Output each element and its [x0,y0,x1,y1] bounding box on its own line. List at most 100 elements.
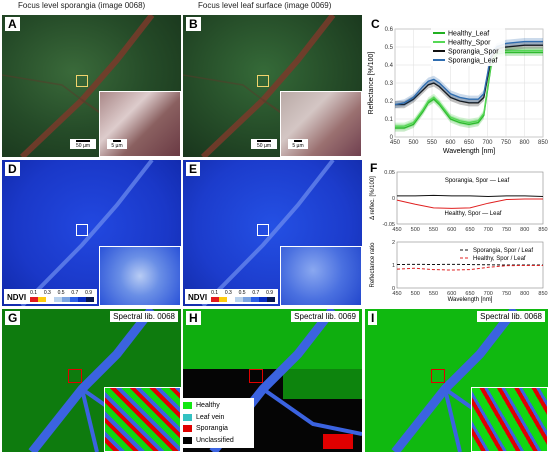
ndvi-color-ramp [30,297,95,302]
y-axis-label: Reflectance [%/100] [368,52,375,115]
reflectance-difference-plot: 450 500 550 600 650 700 750 800 850 0.05 0 -0.05 Δ r… [370,170,548,233]
panel-label-f: F [368,161,380,175]
panel-i-zoom-inset [471,387,548,452]
panel-a-rgb-image: A 50 µm 5 µm [2,15,181,157]
x-tick-label: 750 [502,227,511,233]
ndvi-ramp-swatch [259,297,268,302]
y-axis-label: Reflectance ratio [370,242,376,288]
x-tick-label: 800 [520,291,529,297]
legend-item-unclassified: Unclassified [183,435,251,447]
x-tick-label: 650 [465,291,474,297]
y-tick-label: 0 [392,196,395,202]
annotation-healthy-difference: Healthy, Spor — Leaf [445,211,502,217]
y-tick-label: 0 [392,286,395,292]
x-tick-label: 750 [501,140,512,146]
x-tick-label: 450 [390,140,401,146]
ndvi-legend-title: NDVI [7,293,27,302]
ndvi-ramp-swatch [78,297,87,302]
panel-b-inset-scale-bar: 5 µm [288,139,308,149]
series-band-3 [395,38,543,109]
classification-legend: Healthy Leaf vein Sporangia Unclassified [180,398,254,448]
x-tick-label: 750 [502,291,511,297]
panel-d-roi-box [76,224,88,236]
x-tick-label: 700 [484,227,493,233]
panel-d-ndvi-image: D NDVI 0.1 0.3 0.5 0.7 0.9 [2,160,181,306]
panel-c-spectra-chart: C 450 500 550 600 650 700 750 800 850 0 0.1 0.2 0.3 0… [365,15,549,157]
x-tick-label: 600 [445,140,456,146]
y-axis-label: Δ reflec. [%/100] [370,176,376,220]
panel-i-classification-map: I Spectral lib. 0068 [365,309,548,452]
x-tick-label: 500 [411,291,420,297]
panel-a-roi-box [76,75,88,87]
y-tick-label: 2 [392,240,395,246]
panel-h-classification-map: H Spectral lib. 0069 [183,309,362,452]
ndvi-ramp-swatch [86,297,95,302]
x-tick-label: 650 [464,140,475,146]
ndvi-ramp-swatch [62,297,71,302]
y-tick-label: 0.6 [385,27,394,33]
ndvi-ramp-swatch [251,297,260,302]
x-tick-label: 800 [519,140,530,146]
x-tick-label: 850 [538,291,547,297]
panel-h-spectral-library-label: Spectral lib. 0069 [291,311,359,322]
x-tick-label: 550 [429,291,438,297]
legend-item-sporangia: Sporangia [183,423,251,435]
x-tick-label: 600 [447,227,456,233]
panel-g-classification-map: G Spectral lib. 0068 [2,309,181,452]
legend-swatch-leaf-vein [183,413,192,421]
panel-i-roi-box [431,369,445,383]
y-tick-label: 0.2 [385,99,394,105]
panel-e-roi-box [257,224,269,236]
x-tick-label: 650 [465,227,474,233]
header-focus-leaf-surface: Focus level leaf surface (image 0069) [198,1,332,10]
panel-d-vein-drawing [20,160,154,306]
panel-label-c: C [368,17,383,31]
panel-e-ndvi-image: E NDVI 0.1 0.3 0.5 0.7 0.9 [183,160,362,306]
legend-swatch-unclassified [183,436,192,444]
panel-b-scale-bar: 50 µm [251,139,277,149]
x-tick-label: 500 [408,140,419,146]
panel-g-zoom-inset [104,387,181,452]
x-tick-label: 600 [447,291,456,297]
panel-i-spectral-library-label: Spectral lib. 0068 [477,311,545,322]
ndvi-ramp-swatch [211,297,220,302]
ndvi-ramp-swatch [243,297,252,302]
legend-swatch-healthy [183,402,192,410]
legend-item-leaf-vein: Leaf vein [183,412,251,424]
y-tick-label: 0.5 [385,45,394,51]
panel-f-difference-charts: F 450 500 550 600 650 700 750 800 850 0.05 0 -0.05 Δ… [365,160,548,306]
x-tick-label: 800 [520,227,529,233]
panel-g-roi-box [68,369,82,383]
panel-g-spectral-library-label: Spectral lib. 0068 [110,311,178,322]
x-tick-label: 500 [411,227,420,233]
x-tick-label: 700 [484,291,493,297]
x-tick-label: 700 [482,140,493,146]
annotation-sporangia-difference: Sporangia, Spor — Leaf [445,178,510,184]
legend-item-healthy: Healthy [183,400,251,412]
ndvi-color-legend: NDVI 0.1 0.3 0.5 0.7 0.9 [4,289,98,304]
ndvi-color-legend-e: NDVI 0.1 0.3 0.5 0.7 0.9 [185,289,279,304]
ratio-legend-label-1: Healthy, Spor / Leaf [473,256,526,262]
panel-label-d: D [5,162,20,176]
ndvi-ramp-swatch [219,297,228,302]
y-tick-label: 0.3 [385,81,394,87]
ndvi-color-ramp-e [211,297,276,302]
y-tick-label: 0 [390,135,394,141]
ndvi-ramp-swatch [267,297,276,302]
series-band-1 [395,47,543,130]
y-tick-label: -0.05 [382,222,395,228]
x-tick-label: 850 [538,227,547,233]
ndvi-ramp-swatch [30,297,39,302]
panel-label-h: H [186,311,201,325]
panel-d-zoom-inset [99,246,181,306]
panel-b-rgb-image: B 50 µm 5 µm [183,15,362,157]
legend-label-2: Sporangia_Spor [448,49,499,56]
y-tick-label: 0.05 [384,170,395,176]
x-axis-label: Wavelength [nm] [443,148,495,155]
ndvi-legend-title-e: NDVI [188,293,208,302]
x-tick-label: 550 [427,140,438,146]
panel-label-g: G [5,311,21,325]
panel-e-vein-drawing [201,160,335,306]
legend-label-1: Healthy_Spor [448,40,491,47]
panel-label-b: B [186,17,201,31]
